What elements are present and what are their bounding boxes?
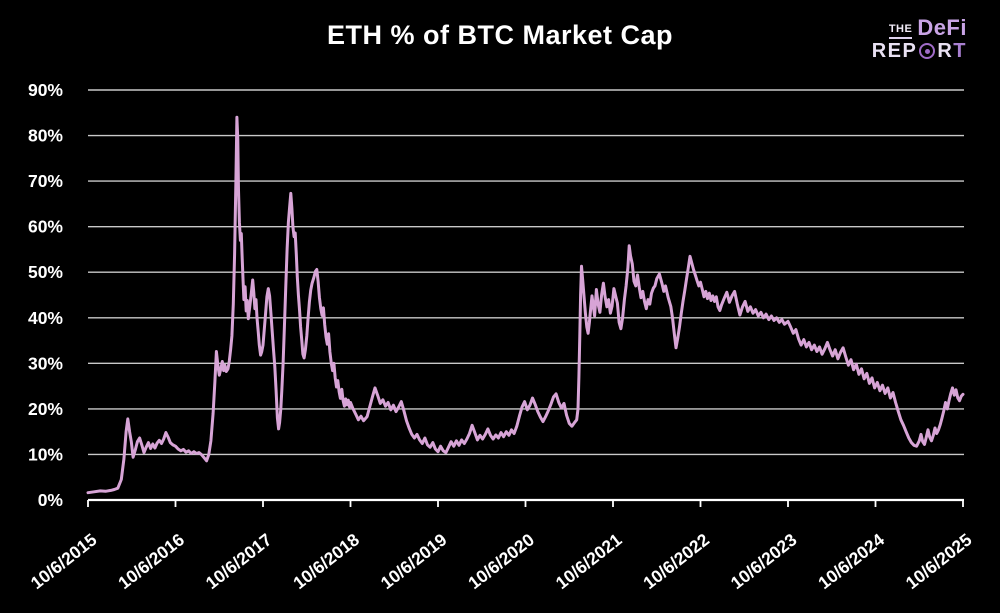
y-tick-label: 80%: [28, 126, 63, 146]
logo-target-circle-icon: [919, 43, 936, 59]
x-tick-label: 10/6/2023: [727, 529, 801, 593]
x-tick-label: 10/6/2022: [639, 529, 713, 593]
chart-title: ETH % of BTC Market Cap: [326, 20, 674, 50]
logo-line-1: THE DeFi: [872, 17, 967, 39]
y-tick-label: 30%: [28, 353, 63, 373]
logo-t-text: T: [953, 40, 967, 62]
x-tick-label: 10/6/2025: [902, 529, 976, 593]
y-tick-label: 20%: [28, 399, 63, 419]
x-tick-label: 10/6/2018: [289, 529, 363, 593]
y-tick-label: 90%: [28, 80, 63, 100]
y-tick-label: 60%: [28, 217, 63, 237]
x-tick-label: 10/6/2017: [202, 529, 276, 593]
logo-r-text: R: [937, 40, 954, 62]
logo-rep-text: REP: [871, 40, 918, 62]
x-tick-label: 10/6/2015: [27, 529, 101, 593]
y-tick-label: 70%: [28, 171, 63, 191]
x-tick-label: 10/6/2016: [114, 529, 188, 593]
x-tick-label: 10/6/2020: [464, 529, 538, 593]
logo-the-text: THE: [888, 24, 913, 39]
eth-btc-ratio-line: [86, 115, 965, 495]
y-tick-label: 40%: [28, 308, 63, 328]
x-tick-label: 10/6/2024: [814, 529, 888, 593]
y-tick-label: 0%: [38, 490, 64, 510]
y-tick-label: 10%: [28, 444, 63, 464]
logo-target-dot: [924, 48, 930, 54]
y-tick-label: 50%: [28, 262, 63, 282]
logo-line-2: REP R T: [872, 41, 967, 61]
x-tick-label: 10/6/2019: [377, 529, 451, 593]
x-tick-label: 10/6/2021: [552, 529, 626, 593]
defi-report-logo: THE DeFi REP R T: [872, 17, 967, 62]
logo-defi-text: DeFi: [917, 15, 967, 40]
